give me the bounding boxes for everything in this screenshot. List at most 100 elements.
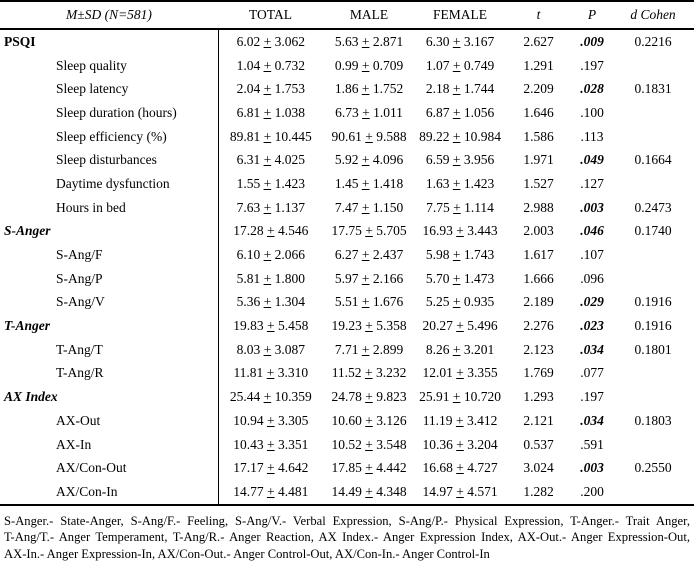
- plus-minus-sign: +: [365, 412, 373, 428]
- plus-minus-sign: +: [365, 389, 373, 405]
- plus-minus-sign: +: [361, 247, 370, 263]
- cell-female: 5.25 + 0.935: [425, 294, 495, 310]
- plus-minus-sign: +: [361, 57, 370, 73]
- cell-female: 89.22 + 10.984: [419, 128, 501, 144]
- cell-male: 14.49 + 4.348: [323, 480, 415, 506]
- plus-minus-sign: +: [452, 128, 461, 144]
- cell-t-value: 2.627: [523, 33, 554, 49]
- cell-d-cohen: 0.1664: [634, 152, 672, 168]
- table-row: S-Ang/P 5.81 + 1.800 5.97 + 2.166 5.70 + 1.…: [0, 266, 694, 291]
- footnote-line-1: S-Anger.- State-Anger, S-Ang/F.- Feeling…: [4, 513, 690, 528]
- plus-minus-sign: +: [456, 318, 464, 334]
- plus-minus-sign: +: [266, 365, 275, 381]
- plus-minus-sign: +: [452, 389, 461, 405]
- col-header-t: t: [505, 0, 572, 30]
- table-row: Sleep disturbances 6.31 + 4.025 5.92 + 4.0…: [0, 148, 694, 173]
- row-label: AX/Con-Out: [0, 456, 219, 481]
- cell-t-value: 1.586: [523, 128, 554, 144]
- cell-female: 20.27 + 5.496: [422, 318, 498, 334]
- cell-total: 6.10 + 2.066: [236, 247, 305, 263]
- cell-d-cohen: 0.1803: [634, 412, 672, 428]
- cell-male: 5.97 + 2.166: [334, 270, 404, 286]
- col-header-total: TOTAL: [218, 0, 323, 30]
- plus-minus-sign: +: [266, 318, 275, 334]
- cell-total: 6.81 + 1.038: [236, 104, 305, 120]
- plus-minus-sign: +: [365, 436, 373, 452]
- row-label: PSQI: [0, 29, 219, 54]
- cell-total: 5.81 + 1.800: [236, 270, 305, 286]
- plus-minus-sign: +: [361, 175, 370, 191]
- cell-total: 10.43 + 3.351: [233, 436, 309, 452]
- col-header-p: P: [572, 0, 612, 30]
- cell-d-cohen: [612, 172, 694, 196]
- descriptive-statistics-table: M±SD (N=581) TOTAL MALE FEMALE t P d Coh…: [0, 0, 694, 506]
- cell-female: 12.01 + 3.355: [422, 365, 498, 381]
- plus-minus-sign: +: [365, 223, 373, 239]
- plus-minus-sign: +: [263, 104, 272, 120]
- cell-female: 5.98 + 1.743: [425, 247, 495, 263]
- cell-t-value: 1.666: [523, 270, 554, 286]
- cell-t-value: 1.971: [523, 152, 554, 168]
- cell-male: 10.60 + 3.126: [331, 412, 407, 428]
- cell-p-value: .034: [580, 412, 604, 428]
- plus-minus-sign: +: [456, 460, 464, 476]
- cell-t-value: 1.282: [505, 480, 572, 506]
- cell-t-value: 2.209: [523, 81, 554, 97]
- table-row: S-Ang/V 5.36 + 1.304 5.51 + 1.676 5.25 + 0.…: [0, 290, 694, 315]
- cell-female: 10.36 + 3.204: [422, 436, 498, 452]
- plus-minus-sign: +: [365, 483, 373, 499]
- footnote-line-2: T-Ang/T.- Anger Temperament, T-Ang/R.- A…: [4, 530, 690, 545]
- plus-minus-sign: +: [263, 247, 272, 263]
- cell-d-cohen: [612, 433, 694, 457]
- cell-male: 10.52 + 3.548: [331, 436, 407, 452]
- cell-male: 5.51 + 1.676: [334, 294, 404, 310]
- cell-female: 5.70 + 1.473: [425, 270, 495, 286]
- cell-male: 5.63 + 2.871: [334, 33, 404, 49]
- col-header-female: FEMALE: [415, 0, 505, 30]
- cell-t-value: 0.537: [523, 436, 554, 452]
- plus-minus-sign: +: [263, 341, 272, 357]
- row-label: S-Anger: [0, 219, 219, 244]
- table-row: AX/Con-In 14.77 + 4.481 14.49 + 4.348 14.97…: [0, 480, 694, 506]
- plus-minus-sign: +: [455, 412, 464, 428]
- cell-male: 90.61 + 9.588: [331, 128, 407, 144]
- table-row: AX/Con-Out 17.17 + 4.642 17.85 + 4.442 16.6…: [0, 456, 694, 481]
- cell-female: 25.91 + 10.720: [419, 389, 501, 405]
- plus-minus-sign: +: [456, 223, 464, 239]
- plus-minus-sign: +: [361, 199, 370, 215]
- cell-total: 1.55 + 1.423: [236, 175, 305, 191]
- cell-t-value: 1.646: [523, 104, 554, 120]
- cell-female: 1.07 + 0.749: [425, 57, 495, 73]
- header-row: M±SD (N=581) TOTAL MALE FEMALE t P d Coh…: [0, 0, 694, 30]
- row-label: AX/Con-In: [0, 480, 219, 506]
- row-label: S-Ang/F: [0, 243, 219, 267]
- plus-minus-sign: +: [452, 33, 461, 49]
- table-row: Sleep quality 1.04 + 0.732 0.99 + 0.709 1.0…: [0, 53, 694, 78]
- cell-p-value: .049: [580, 152, 604, 168]
- cell-male: 19.23 + 5.358: [331, 318, 407, 334]
- cell-total: 25.44 + 10.359: [229, 389, 312, 405]
- plus-minus-sign: +: [452, 175, 461, 191]
- cell-d-cohen: [612, 267, 694, 291]
- cell-d-cohen: [612, 54, 694, 78]
- table-row: Hours in bed 7.63 + 1.137 7.47 + 1.150 7.75…: [0, 195, 694, 220]
- footnote-line-3: AX-In.- Anger Expression-In, AX/Con-Out.…: [4, 546, 490, 561]
- plus-minus-sign: +: [263, 294, 272, 310]
- cell-t-value: 2.189: [523, 294, 554, 310]
- plus-minus-sign: +: [266, 483, 275, 499]
- cell-t-value: 2.121: [523, 412, 554, 428]
- plus-minus-sign: +: [365, 128, 373, 144]
- cell-t-value: 2.276: [523, 318, 554, 334]
- cell-total: 19.83 + 5.458: [233, 318, 309, 334]
- row-label: Hours in bed: [0, 195, 219, 220]
- plus-minus-sign: +: [266, 436, 275, 452]
- cell-t-value: 1.293: [523, 389, 554, 405]
- cell-d-cohen: 0.2216: [634, 33, 672, 49]
- cell-total: 8.03 + 3.087: [236, 341, 305, 357]
- cell-male: 7.47 + 1.150: [334, 199, 404, 215]
- cell-male: 7.71 + 2.899: [334, 341, 404, 357]
- cell-p-value: .023: [580, 318, 604, 334]
- row-label: S-Ang/P: [0, 266, 219, 291]
- cell-female: 6.59 + 3.956: [425, 152, 495, 168]
